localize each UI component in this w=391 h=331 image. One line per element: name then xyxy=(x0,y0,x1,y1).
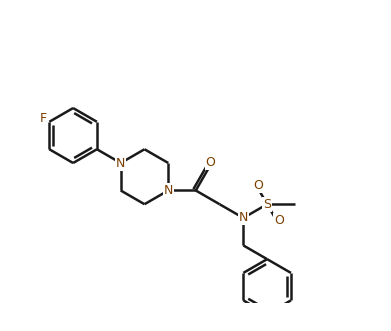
Text: N: N xyxy=(163,184,173,197)
Text: F: F xyxy=(40,112,47,125)
Text: N: N xyxy=(239,212,248,224)
Text: O: O xyxy=(253,179,263,192)
Text: S: S xyxy=(263,198,271,211)
Text: O: O xyxy=(206,156,215,169)
Text: N: N xyxy=(116,157,126,169)
Text: O: O xyxy=(274,214,284,227)
